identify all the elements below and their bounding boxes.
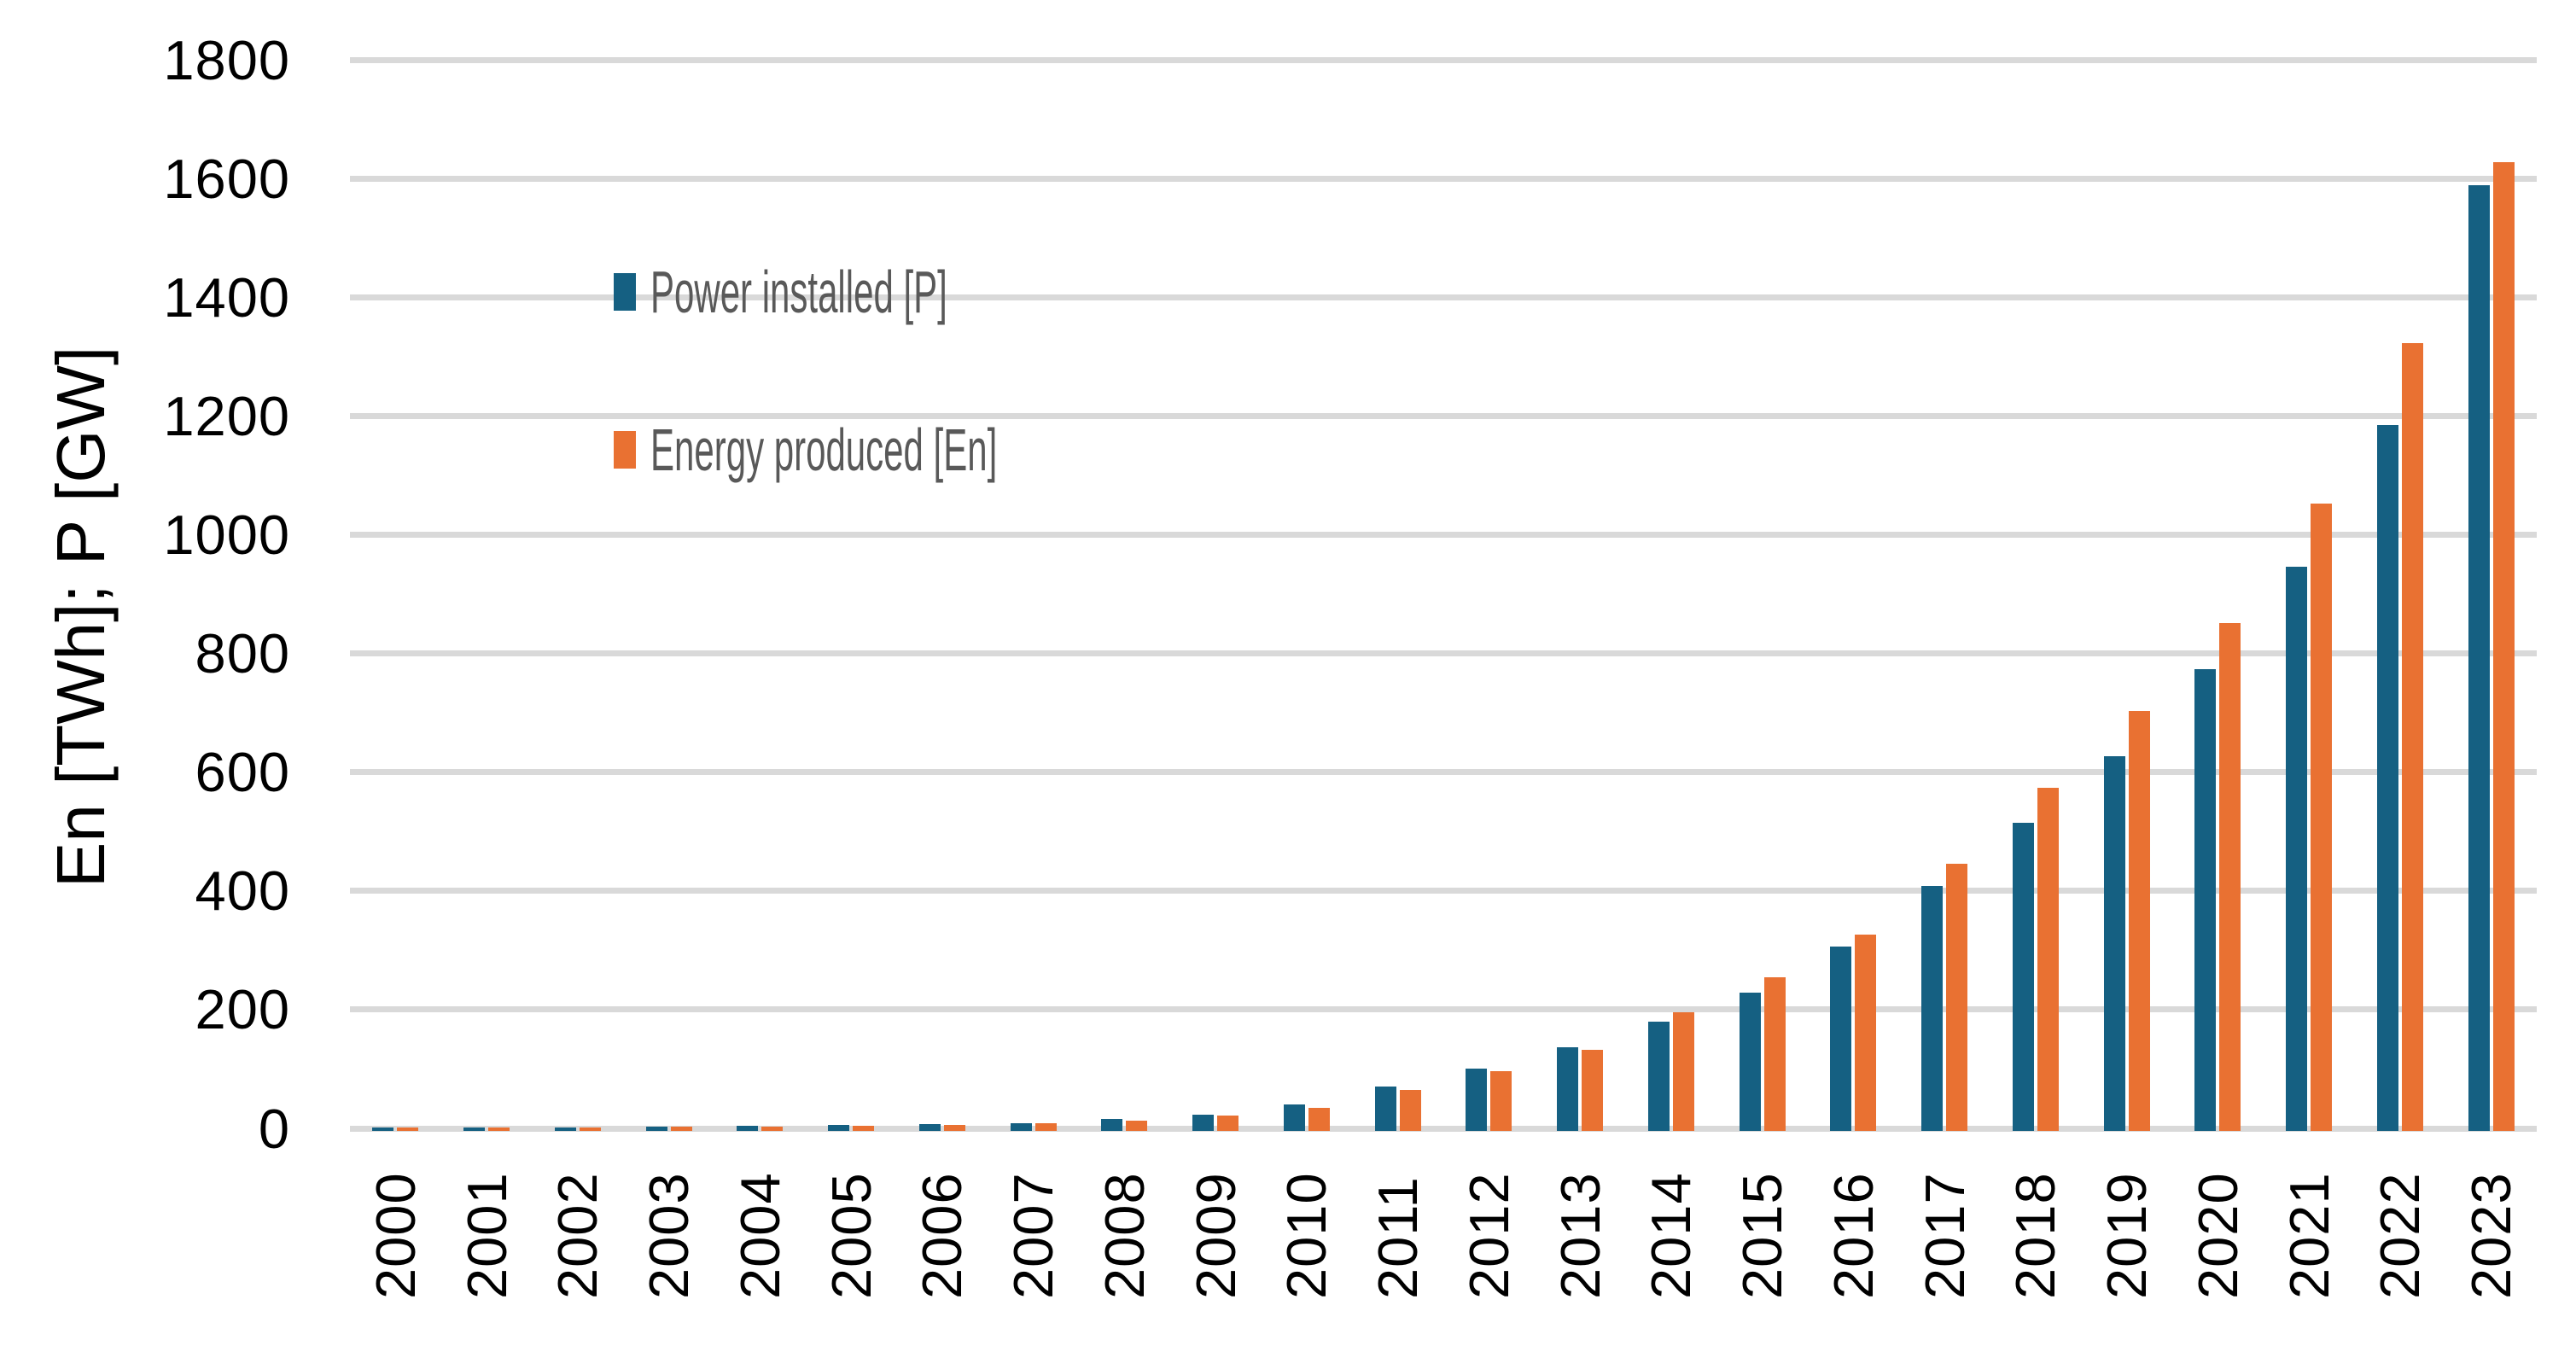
bar-energy-produced-2008 — [1126, 1120, 1148, 1131]
x-tick-label-2012: 2012 — [1457, 1172, 1520, 1299]
legend-item-energy-produced: Energy produced [En] — [614, 420, 1228, 480]
y-tick-label-600: 600 — [195, 741, 290, 804]
bar-power-installed-2023 — [2468, 184, 2490, 1131]
bar-power-installed-2003 — [645, 1127, 667, 1131]
gridline-y-1000 — [350, 531, 2537, 538]
bar-energy-produced-2004 — [761, 1126, 784, 1131]
bar-power-installed-2012 — [1466, 1069, 1488, 1131]
bar-energy-produced-2010 — [1308, 1108, 1330, 1131]
bar-power-installed-2021 — [2286, 567, 2308, 1131]
x-tick-label-2008: 2008 — [1093, 1172, 1156, 1299]
bar-energy-produced-2012 — [1490, 1070, 1512, 1131]
gridline-y-400 — [350, 888, 2537, 894]
bar-power-installed-2020 — [2194, 669, 2217, 1131]
bar-energy-produced-2003 — [670, 1127, 692, 1131]
bar-energy-produced-2023 — [2492, 161, 2515, 1131]
legend-label-energy-produced: Energy produced [En] — [650, 417, 998, 483]
x-tick-label-2005: 2005 — [819, 1172, 883, 1299]
bar-energy-produced-2001 — [488, 1127, 510, 1131]
y-tick-label-1200: 1200 — [163, 384, 290, 447]
gridline-y-0 — [350, 1125, 2537, 1132]
bar-power-installed-2004 — [737, 1126, 759, 1131]
bar-energy-produced-2021 — [2311, 503, 2333, 1131]
bar-power-installed-2001 — [463, 1127, 486, 1131]
bar-power-installed-2007 — [1010, 1122, 1032, 1131]
legend-label-power-installed: Power installed [P] — [650, 259, 947, 325]
x-tick-label-2015: 2015 — [1731, 1172, 1794, 1299]
y-tick-label-1400: 1400 — [163, 265, 290, 329]
gridline-y-1600 — [350, 175, 2537, 182]
bar-energy-produced-2009 — [1217, 1116, 1239, 1131]
gridline-y-1200 — [350, 412, 2537, 419]
bar-power-installed-2018 — [2012, 822, 2034, 1131]
x-tick-label-2003: 2003 — [638, 1172, 701, 1299]
x-tick-label-2004: 2004 — [728, 1172, 791, 1299]
bar-power-installed-2019 — [2103, 755, 2125, 1131]
gridline-y-200 — [350, 1006, 2537, 1013]
x-tick-label-2014: 2014 — [1640, 1172, 1703, 1299]
gridline-y-1800 — [350, 56, 2537, 63]
x-tick-label-2019: 2019 — [2095, 1172, 2159, 1299]
y-tick-label-400: 400 — [195, 859, 290, 923]
bar-power-installed-2000 — [372, 1127, 394, 1131]
bar-energy-produced-2006 — [943, 1124, 965, 1131]
bar-power-installed-2006 — [918, 1124, 941, 1131]
bar-energy-produced-2020 — [2219, 623, 2241, 1131]
x-tick-label-2013: 2013 — [1548, 1172, 1611, 1299]
bar-energy-produced-2007 — [1034, 1123, 1057, 1131]
bar-energy-produced-2014 — [1672, 1011, 1694, 1131]
bar-power-installed-2002 — [554, 1127, 576, 1131]
y-tick-label-200: 200 — [195, 978, 290, 1041]
x-tick-label-2023: 2023 — [2460, 1172, 2523, 1299]
x-tick-label-2001: 2001 — [455, 1172, 518, 1299]
x-tick-label-2006: 2006 — [911, 1172, 974, 1299]
x-tick-label-2021: 2021 — [2277, 1172, 2340, 1299]
bar-power-installed-2010 — [1283, 1104, 1305, 1131]
bar-energy-produced-2022 — [2401, 343, 2423, 1131]
bar-power-installed-2014 — [1647, 1022, 1670, 1131]
y-tick-label-0: 0 — [258, 1097, 290, 1160]
x-tick-label-2020: 2020 — [2186, 1172, 2249, 1299]
bar-power-installed-2013 — [1557, 1046, 1579, 1131]
x-tick-label-2007: 2007 — [1002, 1172, 1065, 1299]
x-tick-label-2011: 2011 — [1367, 1176, 1430, 1299]
bar-energy-produced-2018 — [2037, 788, 2059, 1131]
bar-energy-produced-2005 — [853, 1125, 875, 1131]
gridline-y-600 — [350, 769, 2537, 776]
bar-power-installed-2005 — [828, 1125, 850, 1131]
y-tick-label-1800: 1800 — [163, 28, 290, 91]
x-tick-label-2022: 2022 — [2369, 1172, 2432, 1299]
bar-power-installed-2022 — [2376, 424, 2398, 1131]
legend-item-power-installed: Power installed [P] — [614, 262, 1145, 322]
x-tick-label-2009: 2009 — [1184, 1172, 1247, 1299]
x-tick-label-2018: 2018 — [2004, 1172, 2067, 1299]
y-tick-label-1000: 1000 — [163, 503, 290, 566]
bar-energy-produced-2019 — [2128, 711, 2150, 1131]
bar-energy-produced-2017 — [1946, 864, 1968, 1131]
bar-energy-produced-2016 — [1855, 934, 1877, 1131]
bar-energy-produced-2002 — [579, 1127, 601, 1131]
legend-swatch-energy-produced-icon — [614, 431, 636, 469]
bar-power-installed-2017 — [1921, 885, 1944, 1131]
x-tick-label-2002: 2002 — [546, 1172, 609, 1299]
bar-energy-produced-2011 — [1399, 1090, 1421, 1131]
bar-power-installed-2011 — [1374, 1086, 1396, 1131]
y-tick-label-1600: 1600 — [163, 147, 290, 210]
bar-energy-produced-2000 — [397, 1127, 419, 1131]
bar-power-installed-2009 — [1192, 1115, 1215, 1131]
bar-energy-produced-2015 — [1763, 977, 1786, 1131]
bar-power-installed-2008 — [1101, 1118, 1123, 1131]
legend-swatch-power-installed-icon — [614, 273, 636, 311]
gridline-y-800 — [350, 650, 2537, 657]
y-tick-label-800: 800 — [195, 622, 290, 685]
x-tick-label-2010: 2010 — [1275, 1172, 1338, 1299]
x-tick-label-2017: 2017 — [1913, 1172, 1976, 1299]
x-tick-label-2000: 2000 — [364, 1172, 427, 1299]
bar-power-installed-2015 — [1739, 992, 1761, 1131]
bar-power-installed-2016 — [1830, 947, 1852, 1131]
x-tick-label-2016: 2016 — [1821, 1172, 1885, 1299]
gridline-y-1400 — [350, 294, 2537, 300]
bar-energy-produced-2013 — [1582, 1050, 1604, 1131]
